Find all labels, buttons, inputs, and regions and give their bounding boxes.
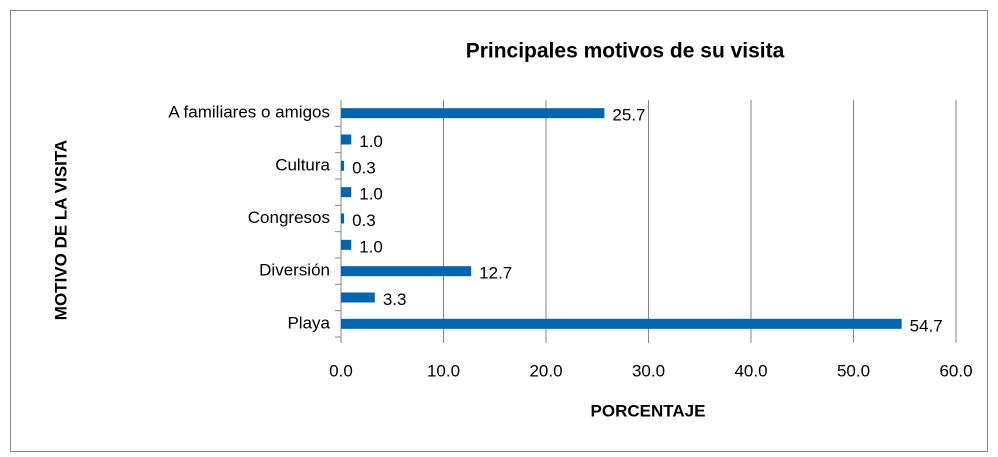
bar (341, 239, 352, 250)
data-label: 0.3 (352, 158, 376, 177)
data-label: 12.7 (479, 264, 512, 283)
y-tick-label: Congresos (248, 208, 330, 227)
x-tick-label: 50.0 (837, 361, 870, 380)
x-tick-label: 30.0 (632, 361, 665, 380)
bar (341, 160, 345, 171)
y-tick-label: A familiares o amigos (168, 103, 330, 122)
y-tick-label: Cultura (275, 155, 330, 174)
chart-title: Principales motivos de su visita (466, 40, 785, 63)
data-label: 0.3 (352, 211, 376, 230)
bar (341, 266, 472, 277)
y-tick-label: Playa (287, 313, 330, 332)
x-tick-label: 40.0 (734, 361, 767, 380)
bar (341, 108, 605, 119)
data-label: 1.0 (359, 237, 383, 256)
data-label: 25.7 (612, 106, 645, 125)
bar (341, 134, 352, 145)
bar (341, 318, 902, 329)
data-label: 54.7 (910, 316, 943, 335)
bar (341, 187, 352, 198)
y-tick-label: Diversión (259, 261, 330, 280)
bar (341, 213, 345, 224)
x-tick-label: 60.0 (939, 361, 972, 380)
bar (341, 292, 375, 303)
chart-frame (10, 10, 988, 452)
x-tick-label: 10.0 (427, 361, 460, 380)
x-tick-label: 0.0 (329, 361, 353, 380)
data-label: 1.0 (359, 185, 383, 204)
x-axis-title: PORCENTAJE (591, 401, 706, 420)
y-axis-title: MOTIVO DE LA VISITA (51, 140, 70, 320)
data-label: 3.3 (383, 290, 407, 309)
x-tick-label: 20.0 (529, 361, 562, 380)
data-label: 1.0 (359, 132, 383, 151)
